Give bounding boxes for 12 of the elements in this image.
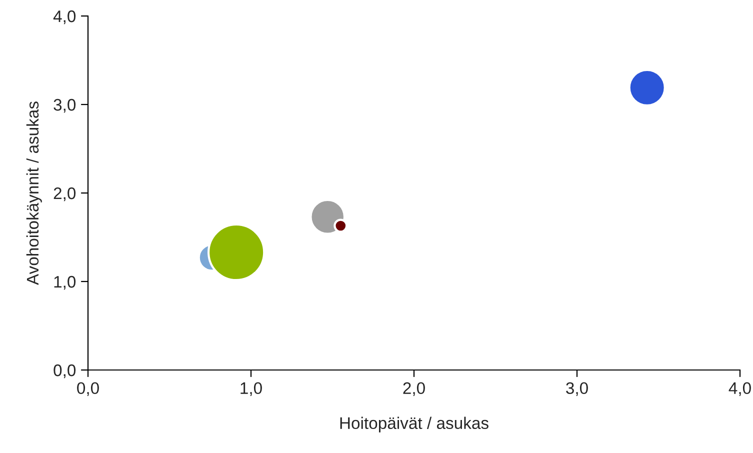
y-axis-title: Avohoitokäynnit / asukas [26, 102, 42, 285]
x-tick-label: 1,0 [240, 382, 262, 396]
y-tick-label: 1,0 [54, 276, 76, 290]
x-tick-label: 2,0 [403, 382, 425, 396]
y-tick-label: 4,0 [53, 10, 76, 24]
y-tick-label: 0,0 [54, 364, 76, 378]
x-tick-label: 3,0 [566, 382, 588, 396]
x-axis-title: Hoitopäivät / asukas [340, 416, 488, 432]
y-tick-label: 2,0 [54, 187, 76, 202]
x-tick-label: 4,0 [728, 382, 751, 396]
x-tick-label: 0,0 [77, 382, 99, 396]
y-tick-label: 3,0 [54, 98, 76, 113]
